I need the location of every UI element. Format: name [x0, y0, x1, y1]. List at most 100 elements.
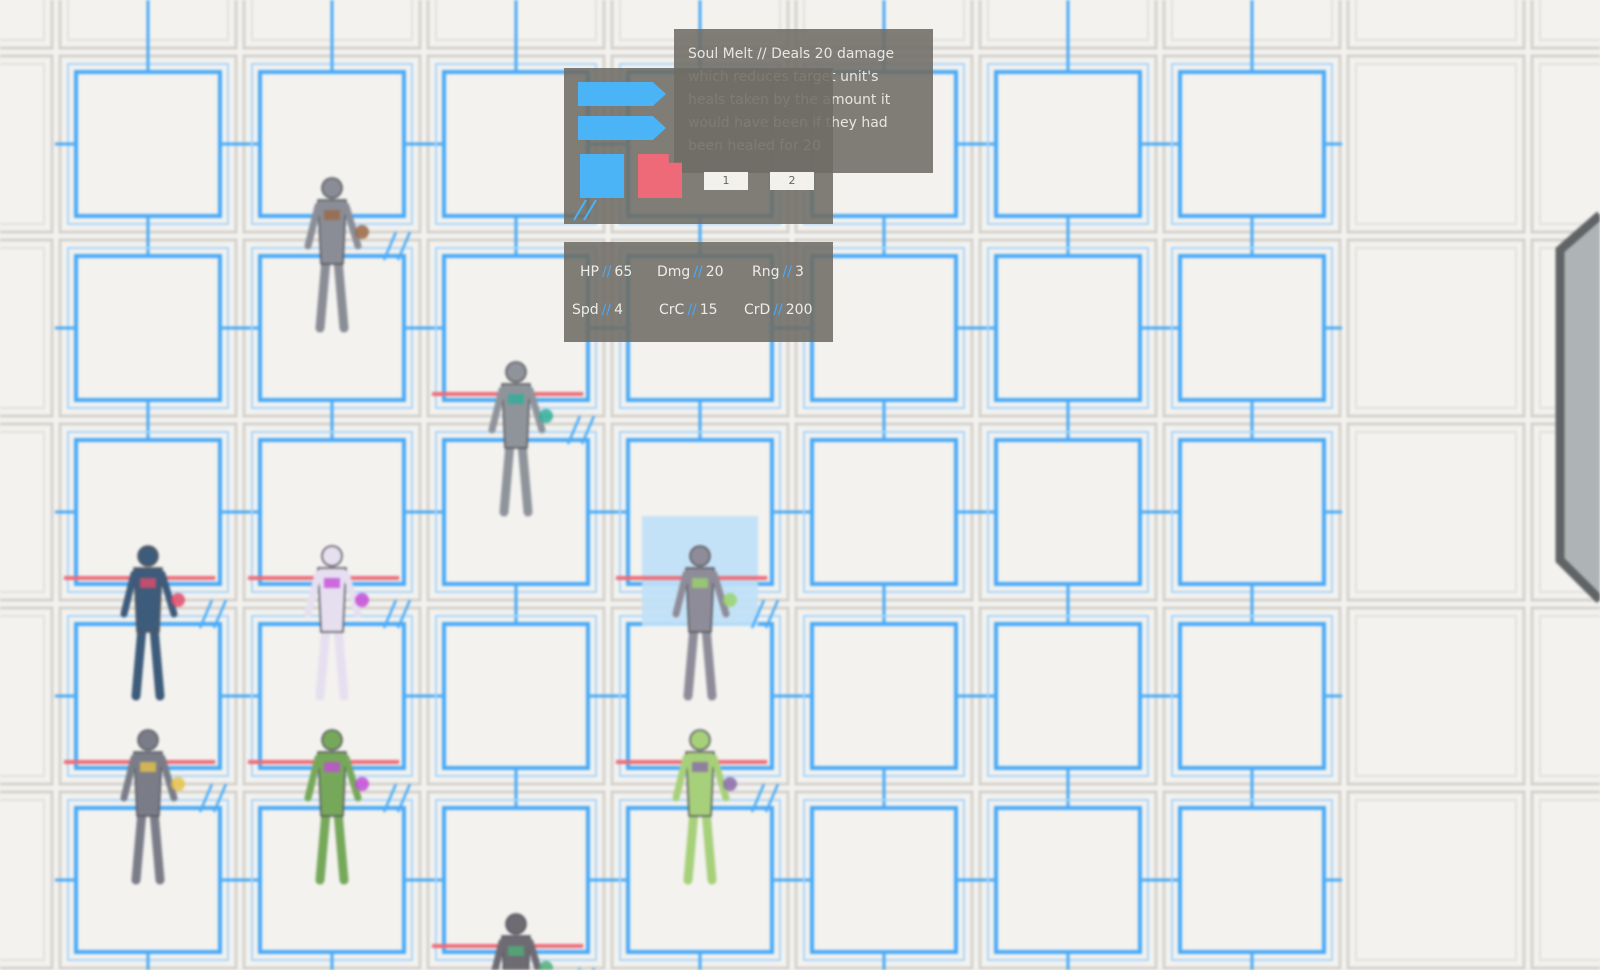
stat-spd: Spd//4 — [572, 302, 623, 318]
background-cell — [1530, 238, 1600, 418]
slash-marker-icon — [750, 599, 766, 629]
unit-armored-soldier-top[interactable] — [304, 177, 412, 333]
unit-accent — [539, 409, 553, 423]
dmg-label: Dmg — [657, 264, 691, 280]
rng-label: Rng — [752, 264, 780, 280]
slash-marker-icon — [764, 599, 780, 629]
move-indicator-bar — [578, 82, 666, 106]
background-cell-inner — [1355, 799, 1517, 961]
slash-marker-icon — [382, 231, 398, 261]
slash-marker-icon — [750, 783, 766, 813]
background-cell — [1346, 422, 1526, 602]
unit-arm — [304, 202, 322, 250]
unit-hooded-tentacle-wraith[interactable] — [432, 361, 596, 517]
unit-arm — [342, 570, 362, 618]
unit-head — [321, 729, 343, 751]
unit-accent — [355, 225, 369, 239]
slash-marker-icon — [396, 783, 412, 813]
unit-white-suit-mage[interactable] — [248, 545, 412, 701]
background-cell — [1346, 790, 1526, 970]
background-cell-inner — [1355, 431, 1517, 593]
unit-arm — [304, 570, 322, 618]
slash-marker-icon — [396, 599, 412, 629]
unit-arm — [120, 570, 138, 618]
stat-crc: CrC//15 — [659, 302, 718, 318]
background-cell — [1530, 54, 1600, 234]
slash-marker-icon — [382, 783, 398, 813]
stat-crd: CrD//200 — [744, 302, 812, 318]
unit-torso — [133, 567, 163, 633]
slash-marker-icon — [566, 415, 582, 445]
unit-arm — [710, 754, 730, 802]
slash-marker-icon — [198, 783, 214, 813]
unit-accent — [324, 762, 340, 772]
unit-accent — [171, 593, 185, 607]
background-cell — [0, 54, 54, 234]
slash-marker-icon — [198, 599, 214, 629]
unit-head — [321, 545, 343, 567]
dmg-value: 20 — [705, 264, 724, 280]
background-cell — [1530, 790, 1600, 970]
spd-value: 4 — [614, 302, 624, 318]
stat-dmg: Dmg//20 — [657, 264, 724, 280]
background-cell-inner — [0, 247, 45, 409]
move-action-button[interactable] — [580, 154, 624, 198]
slash-marker-icon — [764, 783, 780, 813]
unit-leg — [701, 623, 717, 701]
unit-torso — [501, 383, 531, 449]
background-cell — [0, 790, 54, 970]
unit-accent — [324, 578, 340, 588]
slash-marker-icon — [212, 599, 228, 629]
unit-accent — [324, 210, 340, 220]
background-cell — [0, 606, 54, 786]
unit-yellow-striped-fencer[interactable] — [64, 729, 228, 885]
ability-2-button[interactable]: 2 — [770, 172, 814, 190]
background-cell — [1346, 54, 1526, 234]
unit-leg — [131, 807, 147, 885]
ability-1-button[interactable]: 1 — [704, 172, 748, 190]
hp-label: HP — [580, 264, 599, 280]
background-cell-inner — [1355, 0, 1517, 41]
unit-arm — [491, 938, 506, 970]
unit-leg — [683, 807, 699, 885]
unit-arm — [672, 754, 690, 802]
stat-rng: Rng//3 — [752, 264, 804, 280]
background-cell-inner — [0, 799, 45, 961]
unit-leg — [131, 623, 147, 701]
separator: // — [782, 264, 792, 280]
background-cell-inner — [1355, 63, 1517, 225]
unit-stats-panel: HP//65 Dmg//20 Rng//3 Spd//4 CrC//15 CrD… — [564, 242, 833, 342]
unit-green-leotard-fighter[interactable] — [432, 913, 596, 970]
unit-arm — [488, 386, 506, 434]
unit-leg — [149, 623, 165, 701]
unit-leg — [333, 255, 349, 333]
unit-accent — [539, 961, 553, 970]
unit-green-meditating-monk[interactable] — [248, 729, 412, 885]
unit-leg — [499, 439, 515, 517]
unit-torso — [317, 751, 347, 817]
unit-leg — [315, 807, 331, 885]
background-cell-inner — [0, 615, 45, 777]
background-cell-inner — [0, 63, 45, 225]
unit-arm — [526, 386, 546, 434]
background-cell — [1530, 422, 1600, 602]
background-cell-inner — [0, 431, 45, 593]
unit-accent — [723, 777, 737, 791]
rng-value: 3 — [794, 264, 804, 280]
attack-action-button[interactable] — [638, 154, 682, 198]
unit-winged-green-succubus[interactable] — [616, 729, 780, 885]
unit-head — [137, 545, 159, 567]
unit-accent — [171, 777, 185, 791]
separator: // — [687, 302, 697, 318]
separator: // — [773, 302, 783, 318]
unit-arm — [158, 570, 178, 618]
background-cell — [1346, 0, 1526, 50]
unit-staff-wielding-healer[interactable] — [616, 516, 780, 701]
unit-torso — [685, 751, 715, 817]
unit-masked-cowboy-gunner[interactable] — [64, 545, 228, 701]
background-cell-inner — [1355, 247, 1517, 409]
unit-leg — [315, 623, 331, 701]
